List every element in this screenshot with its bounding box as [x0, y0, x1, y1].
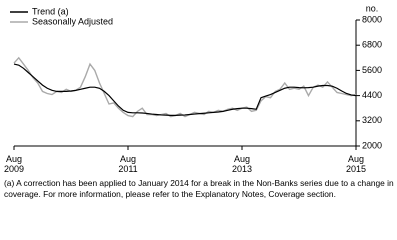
y-tick-label: 8000 [362, 14, 382, 24]
series-line [13, 63, 357, 116]
y-tick-label: 5600 [362, 65, 382, 75]
chart: no. 2000 3200 4400 5600 6800 8000 Trend (a) Sea… [3, 3, 394, 199]
y-unit: no. [366, 3, 379, 13]
legend-label: Seasonally Adjusted [32, 16, 113, 26]
y-tick-label: 6800 [362, 40, 382, 50]
x-tick-label: Aug 2011 [118, 154, 138, 174]
plot: no. 2000 3200 4400 5600 6800 8000 Trend (a)Sea… [10, 3, 382, 150]
x-tick-label: Aug 2009 [3, 154, 25, 174]
y-tick-label: 2000 [362, 140, 382, 150]
x-tick-label: Aug 2013 [231, 154, 253, 174]
x-tick-label: Aug 2015 [345, 154, 367, 174]
footnote: (a) A correction has been applied to Jan… [4, 178, 394, 199]
y-tick-label: 4400 [362, 90, 382, 100]
legend-label: Trend (a) [32, 6, 69, 16]
y-tick-label: 3200 [362, 115, 382, 125]
